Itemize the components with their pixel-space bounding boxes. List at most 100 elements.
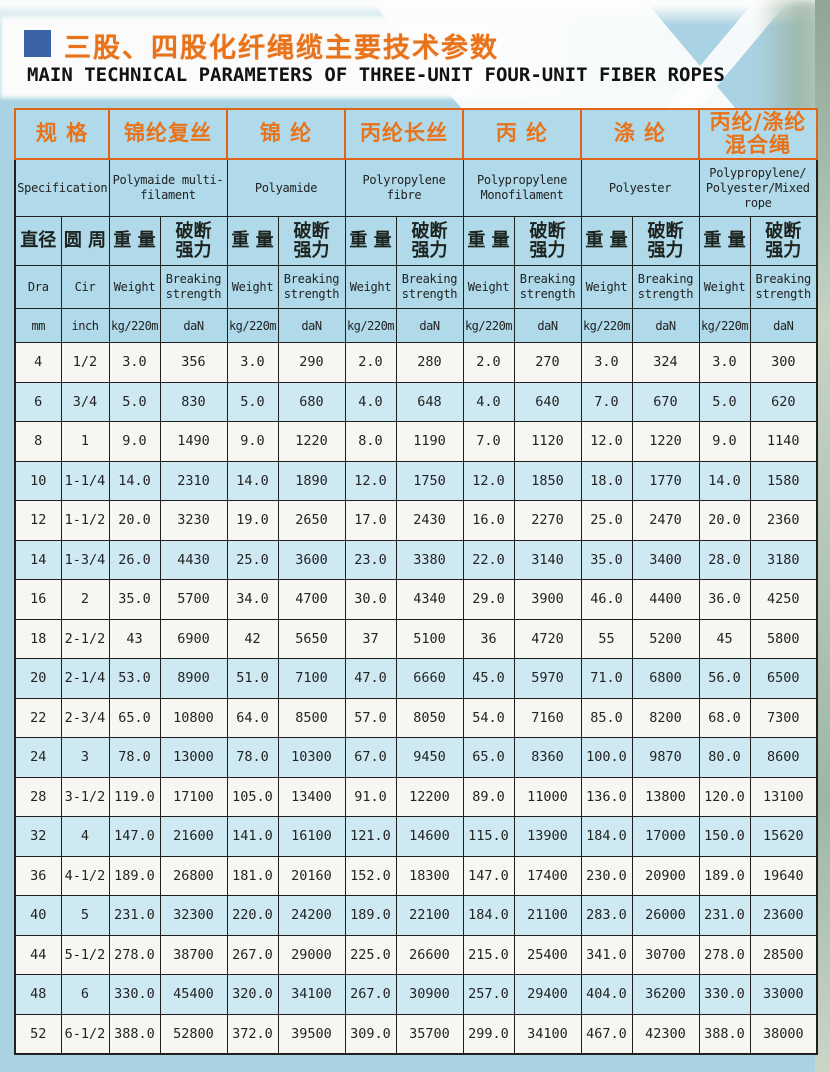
weight-cell: 136.0 (580, 776, 633, 817)
weight-cell: 267.0 (226, 934, 279, 975)
table-head: 规 格锦纶复丝锦 纶丙纶长丝丙 纶涤 纶丙纶/涤纶 混合绳 Specificati… (14, 108, 819, 343)
material-header-en: Polyester (580, 158, 700, 217)
weight-cell: 29.0 (462, 579, 515, 620)
weight-cell: 5.0 (698, 381, 751, 422)
weight-cell: 78.0 (226, 737, 279, 778)
strength-cell: 13900 (513, 816, 582, 857)
weight-cell: 14.0 (226, 460, 279, 501)
material-header-en: Polyamide (226, 158, 346, 217)
weight-cell: 25.0 (580, 500, 633, 541)
weight-cell: 147.0 (108, 816, 161, 857)
weight-cell: 5.0 (108, 381, 161, 422)
weight-cell: 231.0 (108, 895, 161, 936)
diameter-cell: 22 (14, 697, 62, 738)
strength-cell: 3400 (631, 539, 700, 580)
table-row: 40 5 231.0 32300 220.0 24200 189.0 22100 184.0 21… (14, 895, 818, 936)
table-row: 24 3 78.0 13000 78.0 10300 67.0 9450 65.0 8360 100… (14, 737, 818, 778)
strength-cell: 670 (631, 381, 700, 422)
table-row: 36 4-1/2 189.0 26800 181.0 20160 152.0 18300 147… (14, 855, 818, 896)
weight-unit: kg/220m (698, 308, 751, 343)
strength-cell: 4720 (513, 618, 582, 659)
subheader-row-cn: 直径圆 周重 量破断 强力重 量破断 强力重 量破断 强力重 量破断 强力重 量… (14, 216, 818, 266)
strength-cell: 13000 (159, 737, 228, 778)
circumference-cell: 4-1/2 (60, 855, 110, 896)
strength-header-cn: 破断 强力 (513, 216, 582, 266)
strength-cell: 52800 (159, 1013, 228, 1054)
weight-cell: 100.0 (580, 737, 633, 778)
weight-cell: 18.0 (580, 460, 633, 501)
weight-cell: 64.0 (226, 697, 279, 738)
weight-cell: 404.0 (580, 974, 633, 1015)
weight-header-cn: 重 量 (108, 216, 161, 266)
strength-cell: 9450 (395, 737, 464, 778)
weight-cell: 2.0 (344, 342, 397, 383)
diameter-cell: 48 (14, 974, 62, 1015)
weight-cell: 119.0 (108, 776, 161, 817)
strength-cell: 10300 (277, 737, 346, 778)
circumference-cell: 1 (60, 421, 110, 462)
strength-cell: 32300 (159, 895, 228, 936)
diameter-cell: 24 (14, 737, 62, 778)
strength-cell: 5800 (749, 618, 818, 659)
circumference-cell: 4 (60, 816, 110, 857)
weight-cell: 320.0 (226, 974, 279, 1015)
strength-cell: 7300 (749, 697, 818, 738)
strength-cell: 30900 (395, 974, 464, 1015)
circumference-cell: 2 (60, 579, 110, 620)
weight-cell: 105.0 (226, 776, 279, 817)
subheader-row-en: Dra Cir Weight Breaking strength Weight Break… (14, 265, 818, 309)
weight-cell: 141.0 (226, 816, 279, 857)
strength-cell: 5970 (513, 658, 582, 699)
weight-cell: 22.0 (462, 539, 515, 580)
weight-cell: 5.0 (226, 381, 279, 422)
weight-cell: 189.0 (344, 895, 397, 936)
strength-header-cn: 破断 强力 (395, 216, 464, 266)
strength-cell: 5200 (631, 618, 700, 659)
weight-cell: 467.0 (580, 1013, 633, 1054)
weight-cell: 17.0 (344, 500, 397, 541)
circumference-cell: 1-1/2 (60, 500, 110, 541)
weight-unit: kg/220m (226, 308, 279, 343)
weight-header-en: Weight (698, 265, 751, 309)
spec-header-cn: 规 格 (14, 108, 110, 160)
circumference-cell: 1-1/4 (60, 460, 110, 501)
strength-cell: 13400 (277, 776, 346, 817)
weight-cell: 257.0 (462, 974, 515, 1015)
diameter-cell: 10 (14, 460, 62, 501)
weight-header-cn: 重 量 (344, 216, 397, 266)
weight-cell: 184.0 (462, 895, 515, 936)
strength-unit: daN (513, 308, 582, 343)
weight-cell: 67.0 (344, 737, 397, 778)
weight-cell: 278.0 (698, 934, 751, 975)
weight-cell: 91.0 (344, 776, 397, 817)
weight-cell: 37 (344, 618, 397, 659)
strength-unit: daN (749, 308, 818, 343)
diameter-cell: 44 (14, 934, 62, 975)
strength-header-en: Breaking strength (513, 265, 582, 309)
weight-cell: 220.0 (226, 895, 279, 936)
strength-cell: 39500 (277, 1013, 346, 1054)
table-row: 16 2 35.0 5700 34.0 4700 30.0 4340 29.0 3900 46.0 4… (14, 579, 818, 620)
header-row-material-en: Specification Polymaide multi- filament Po… (14, 158, 818, 217)
weight-unit: kg/220m (580, 308, 633, 343)
strength-cell: 17400 (513, 855, 582, 896)
strength-header-cn: 破断 强力 (277, 216, 346, 266)
diameter-cell: 12 (14, 500, 62, 541)
table-row: 8 1 9.0 1490 9.0 1220 8.0 1190 7.0 1120 12.0 1220 9.… (14, 421, 818, 462)
strength-cell: 4700 (277, 579, 346, 620)
strength-cell: 1750 (395, 460, 464, 501)
strength-cell: 38700 (159, 934, 228, 975)
strength-cell: 6500 (749, 658, 818, 699)
table-row: 10 1-1/4 14.0 2310 14.0 1890 12.0 1750 12.0 1850 1… (14, 460, 818, 501)
weight-cell: 23.0 (344, 539, 397, 580)
circumference-cell: 1-3/4 (60, 539, 110, 580)
weight-header-en: Weight (462, 265, 515, 309)
strength-cell: 830 (159, 381, 228, 422)
strength-cell: 2360 (749, 500, 818, 541)
strength-cell: 33000 (749, 974, 818, 1015)
strength-cell: 1190 (395, 421, 464, 462)
strength-cell: 7160 (513, 697, 582, 738)
weight-cell: 71.0 (580, 658, 633, 699)
strength-cell: 3140 (513, 539, 582, 580)
material-header-en: Polymaide multi- filament (108, 158, 228, 217)
